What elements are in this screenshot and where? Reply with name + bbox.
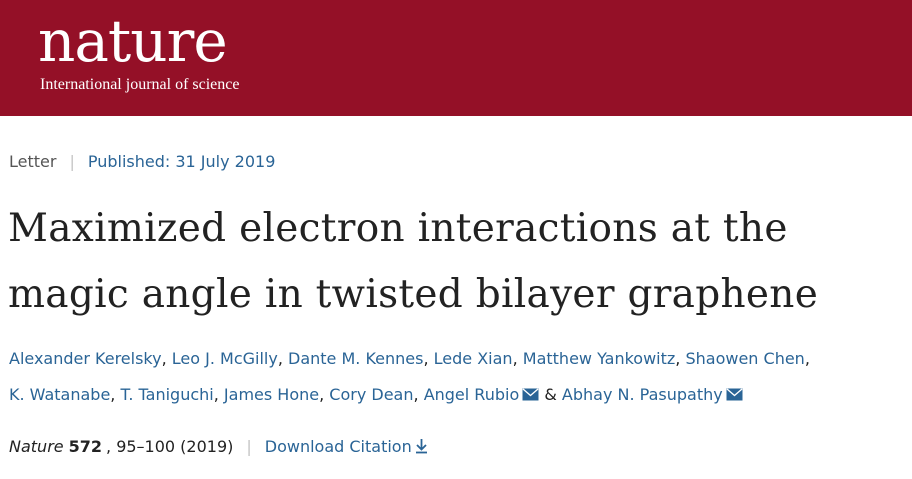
nature-logo[interactable]: nature [38,7,228,75]
author-separator: , [161,349,167,368]
download-arrow-icon [415,439,427,454]
author-link[interactable]: T. Taniguchi [120,385,214,404]
pages-year: , 95–100 (2019) [106,437,234,456]
mail-icon[interactable] [522,388,539,401]
author-link[interactable]: Alexander Kerelsky [9,349,162,368]
author-name: Abhay N. Pasupathy [561,385,723,404]
article-title-line-2: magic angle in twisted bilayer graphene [8,272,819,317]
author-link[interactable]: Leo J. McGilly [171,349,278,368]
author-separator: , [413,385,419,404]
meta-divider: | [69,152,75,171]
author-link[interactable]: K. Watanabe [9,385,111,404]
journal-volume: 572 [68,437,103,456]
author-ampersand: & [544,385,557,404]
author-separator: , [512,349,518,368]
author-link-corresponding[interactable]: Angel Rubio [424,385,540,404]
author-link-corresponding[interactable]: Abhay N. Pasupathy [562,385,743,404]
journal-name: Nature [9,437,64,456]
article-title: Maximized electron interactions at the m… [8,196,898,328]
author-list: Alexander Kerelsky, Leo J. McGilly, Dant… [9,341,909,413]
author-link[interactable]: James Hone [223,385,320,404]
author-link[interactable]: Shaowen Chen [685,349,805,368]
article-type: Letter [9,152,57,171]
article-meta: Letter | Published: 31 July 2019 [9,151,275,173]
download-citation-link[interactable]: Download Citation [265,435,428,459]
citation-row: Nature 572 , 95–100 (2019) | Download Ci… [9,435,428,459]
author-separator: , [423,349,429,368]
mail-icon[interactable] [726,388,743,401]
author-link[interactable]: Cory Dean [329,385,414,404]
article-title-line-1: Maximized electron interactions at the [8,206,788,251]
logo-tagline: International journal of science [40,76,240,93]
published-date: Published: 31 July 2019 [87,152,276,171]
site-header: nature International journal of science [0,0,912,116]
citation-divider: | [246,437,252,456]
author-separator: , [319,385,325,404]
author-name: Angel Rubio [423,385,520,404]
author-separator: , [277,349,283,368]
author-link[interactable]: Dante M. Kennes [288,349,424,368]
author-link[interactable]: Matthew Yankowitz [522,349,676,368]
download-citation-label: Download Citation [264,437,412,456]
author-separator: , [804,349,810,368]
author-separator: , [675,349,681,368]
author-link[interactable]: Lede Xian [433,349,513,368]
author-separator: , [110,385,116,404]
author-separator: , [213,385,219,404]
